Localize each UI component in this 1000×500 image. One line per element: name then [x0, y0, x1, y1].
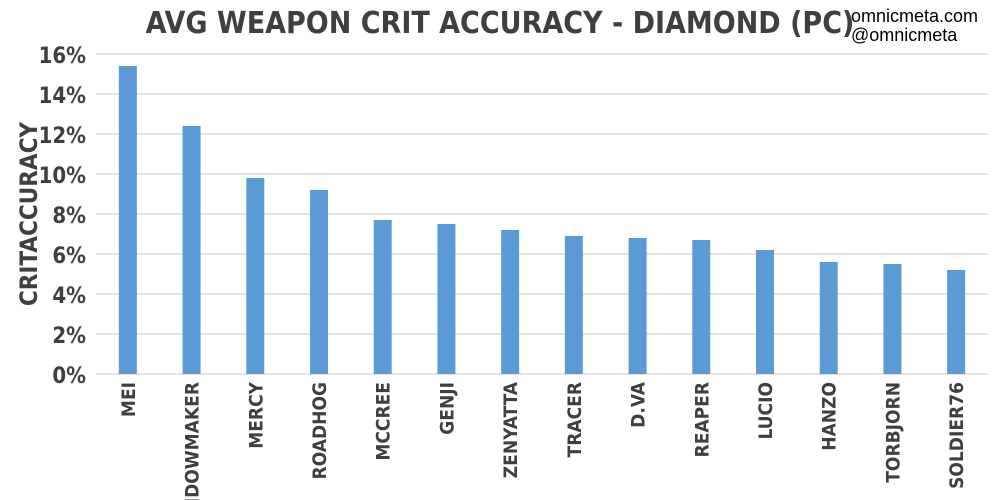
y-tick-label: 4% [52, 284, 86, 309]
x-tick-label: MCCREE [373, 382, 395, 461]
bar-mei [118, 66, 137, 374]
bar-lucio [756, 250, 774, 374]
bar-roadhog [310, 190, 328, 374]
y-tick-label: 2% [52, 324, 86, 349]
bar-tracer [564, 236, 583, 374]
y-tick-label: 8% [52, 204, 86, 229]
watermark-handle: @omnicmeta [851, 25, 958, 45]
y-tick-label: 10% [39, 164, 87, 189]
grid-lines [96, 53, 988, 375]
x-tick-label: TORBJORN [882, 382, 904, 483]
y-tick-labels: 0% 2% 4% 6% 8% 10% 12% 14% 16% [39, 44, 87, 389]
bar-d-va [628, 238, 647, 374]
x-tick-label: MEI [118, 382, 140, 417]
bar-reaper [692, 240, 711, 374]
bar-widowmaker [182, 126, 201, 374]
bar-soldier76 [947, 270, 966, 374]
x-tick-label: ROADHOG [309, 382, 331, 479]
y-tick-label: 0% [52, 364, 86, 389]
x-tick-label: MERCY [245, 381, 267, 448]
bar-mccree [373, 220, 392, 374]
watermark-site: omnicmeta.com [851, 6, 978, 26]
y-axis-label: CRITACCURACY [15, 122, 43, 306]
y-tick-label: 16% [39, 44, 87, 69]
x-tick-label: HANZO [819, 382, 841, 451]
x-tick-label: REAPER [691, 382, 713, 457]
y-tick-label: 12% [39, 124, 87, 149]
y-tick-label: 14% [39, 84, 87, 109]
bar-hanzo [819, 262, 838, 374]
x-tick-label: D.VA [628, 381, 650, 428]
x-tick-labels: MEI WIDOWMAKER MERCY ROADHOG MCCREE GENJI ZENY… [118, 381, 968, 500]
x-tick-label: TRACER [564, 382, 586, 457]
chart-title: AVG WEAPON CRIT ACCURACY - DIAMOND (PC) [146, 6, 855, 41]
x-tick-label: WIDOWMAKER [182, 382, 204, 500]
bars [118, 66, 966, 374]
x-tick-label: SOLDIER76 [946, 382, 968, 489]
x-tick-label: GENJI [436, 382, 458, 435]
x-tick-label: ZENYATTA [500, 381, 522, 478]
x-tick-label: LUCIO [755, 382, 777, 440]
bar-mercy [246, 178, 265, 374]
bar-zenyatta [501, 230, 520, 374]
bar-torbjorn [883, 264, 902, 374]
bar-genji [437, 224, 456, 374]
y-tick-label: 6% [52, 244, 86, 269]
